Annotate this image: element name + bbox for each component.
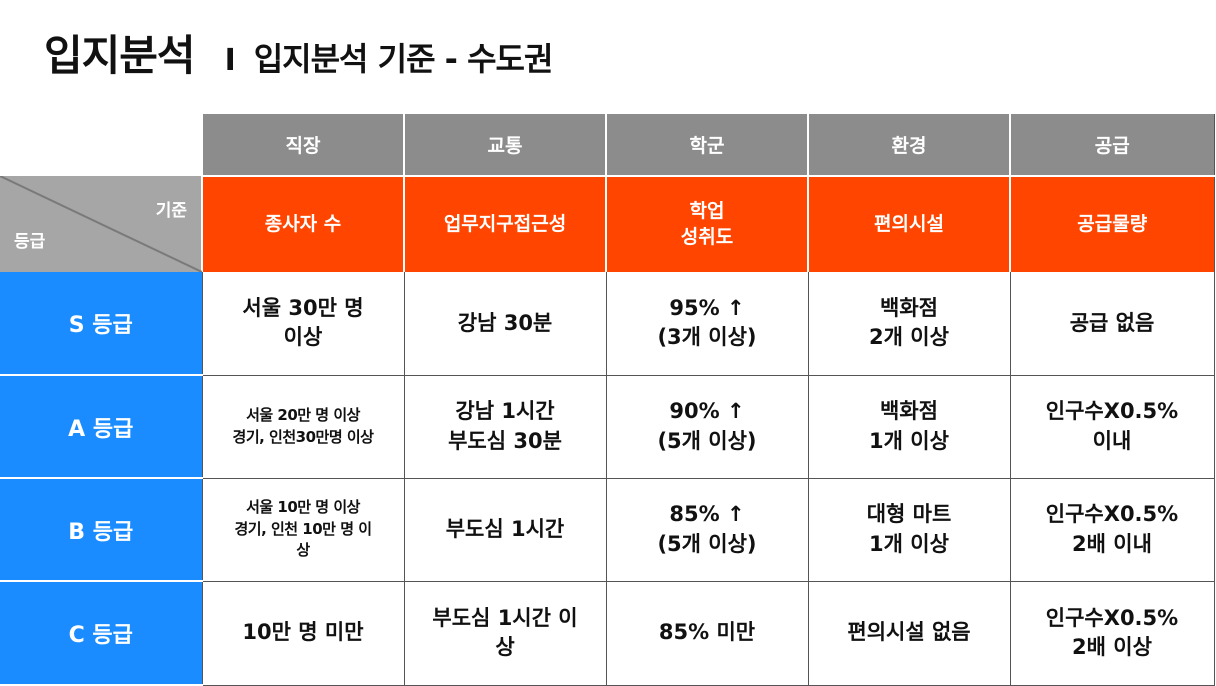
grade-label: B 등급 [0, 478, 202, 582]
grade-label: A 등급 [0, 375, 202, 479]
grade-row-a: A 등급 서울 20만 명 이상 경기, 인천30만명 이상 강남 1시간 부도… [0, 375, 1215, 479]
criteria-achievement: 학업 성취도 [605, 175, 808, 272]
table-cell: 편의시설 없음 [807, 581, 1010, 686]
table-cell: 인구수X0.5% 2배 이상 [1009, 581, 1215, 686]
cell-line: 10만 명 미만 [242, 620, 364, 645]
table-cell: 서울 30만 명 이상 [201, 272, 404, 376]
cell-line: 백화점 [880, 399, 938, 424]
cell-line: (5개 이상) [657, 531, 757, 556]
category-environment: 환경 [807, 114, 1010, 176]
corner-blank [0, 114, 202, 176]
criteria-line: 공급물량 [1077, 212, 1148, 235]
cell-line: 2개 이상 [869, 325, 949, 350]
cell-line: 부도심 1시간 이 [432, 605, 578, 630]
cell-line: 경기, 인천30만명 이상 [232, 427, 374, 446]
cell-line: 2배 이내 [1072, 531, 1152, 556]
cell-line: 인구수X0.5% [1045, 502, 1179, 527]
grade-row-b: B 등급 서울 10만 명 이상 경기, 인천 10만 명 이 상 부도심 1시… [0, 478, 1215, 582]
cell-line: 2배 이상 [1072, 635, 1152, 659]
grade-row-c: C 등급 10만 명 미만 부도심 1시간 이 상 85% 미만 편의시설 없음… [0, 581, 1215, 686]
criteria-supply-volume: 공급물량 [1009, 175, 1215, 272]
table-cell: 강남 1시간 부도심 30분 [403, 375, 606, 479]
criteria-header-row: 기준 등급 종사자 수 업무지구접근성 학업 성취도 편의시설 공급물량 [0, 175, 1215, 272]
criteria-line: 성취도 [680, 225, 734, 248]
cell-line: 대형 마트 [866, 502, 952, 527]
cell-line: 상 [495, 635, 515, 659]
cell-line: 95% ↑ [669, 295, 745, 320]
cell-line: 강남 1시간 [455, 399, 555, 424]
grade-label: S 등급 [0, 272, 202, 376]
criteria-axis-label: 기준 [155, 201, 187, 221]
cell-line: 상 [296, 541, 310, 560]
table-cell: 인구수X0.5% 2배 이내 [1009, 478, 1215, 582]
grade-axis-label: 등급 [14, 232, 46, 252]
title-main: 입지분석 [44, 31, 196, 80]
criteria-business-access: 업무지구접근성 [403, 175, 606, 272]
table-cell: 90% ↑ (5개 이상) [605, 375, 808, 479]
title-separator: I [224, 43, 236, 78]
cell-line: 1개 이상 [869, 428, 949, 453]
cell-line: 부도심 30분 [448, 428, 562, 453]
category-school: 학군 [605, 114, 808, 176]
table-cell: 대형 마트 1개 이상 [807, 478, 1010, 582]
category-workplace: 직장 [201, 114, 404, 176]
diagonal-header-cell: 기준 등급 [0, 176, 202, 272]
cell-line: 공급 없음 [1069, 310, 1155, 335]
table-cell: 강남 30분 [403, 272, 606, 376]
cell-line: 90% ↑ [669, 399, 745, 424]
title-subtitle: 입지분석 기준 - 수도권 [253, 40, 554, 78]
cell-line: 85% 미만 [658, 620, 756, 645]
cell-line: 이내 [1092, 428, 1132, 453]
category-transport: 교통 [403, 114, 606, 176]
cell-line: (5개 이상) [657, 428, 757, 453]
cell-line: 경기, 인천 10만 명 이 [234, 519, 372, 538]
category-header-row: 직장 교통 학군 환경 공급 [0, 114, 1215, 176]
table-cell: 인구수X0.5% 이내 [1009, 375, 1215, 479]
table-cell: 서울 10만 명 이상 경기, 인천 10만 명 이 상 [201, 478, 404, 582]
cell-line: 부도심 1시간 [445, 516, 565, 541]
cell-line: 강남 30분 [457, 310, 553, 335]
cell-line: 85% ↑ [669, 502, 745, 527]
cell-line: 1개 이상 [869, 531, 949, 556]
slide-title: 입지분석 I 입지분석 기준 - 수도권 [44, 22, 554, 83]
cell-line: 백화점 [880, 295, 938, 320]
table-cell: 10만 명 미만 [201, 581, 404, 686]
criteria-table: 직장 교통 학군 환경 공급 기준 등급 종사자 수 업무지구접근성 학업 성취… [0, 114, 1215, 686]
table-cell: 85% ↑ (5개 이상) [605, 478, 808, 582]
cell-line: 이상 [283, 325, 323, 350]
criteria-line: 종사자 수 [264, 212, 342, 235]
table-cell: 부도심 1시간 이 상 [403, 581, 606, 686]
cell-line: 편의시설 없음 [847, 620, 971, 645]
criteria-line: 편의시설 [874, 212, 944, 235]
grade-row-s: S 등급 서울 30만 명 이상 강남 30분 95% ↑ (3개 이상) 백화… [0, 272, 1215, 376]
table-cell: 서울 20만 명 이상 경기, 인천30만명 이상 [201, 375, 404, 479]
table-cell: 95% ↑ (3개 이상) [605, 272, 808, 376]
grade-label: C 등급 [0, 581, 202, 686]
table-cell: 백화점 2개 이상 [807, 272, 1010, 376]
criteria-amenities: 편의시설 [807, 175, 1010, 272]
cell-line: 서울 30만 명 [242, 295, 364, 320]
cell-line: 인구수X0.5% [1045, 399, 1179, 424]
cell-line: 인구수X0.5% [1045, 605, 1179, 630]
table-cell: 85% 미만 [605, 581, 808, 686]
cell-line: (3개 이상) [657, 325, 757, 350]
criteria-line: 학업 [689, 199, 725, 222]
criteria-line: 업무지구접근성 [443, 212, 567, 235]
criteria-workers: 종사자 수 [201, 175, 404, 272]
table-cell: 부도심 1시간 [403, 478, 606, 582]
category-supply: 공급 [1009, 114, 1215, 176]
cell-line: 서울 20만 명 이상 [246, 405, 360, 424]
diagonal-line [0, 176, 202, 272]
cell-line: 서울 10만 명 이상 [246, 497, 360, 516]
table-cell: 공급 없음 [1009, 272, 1215, 376]
table-cell: 백화점 1개 이상 [807, 375, 1010, 479]
